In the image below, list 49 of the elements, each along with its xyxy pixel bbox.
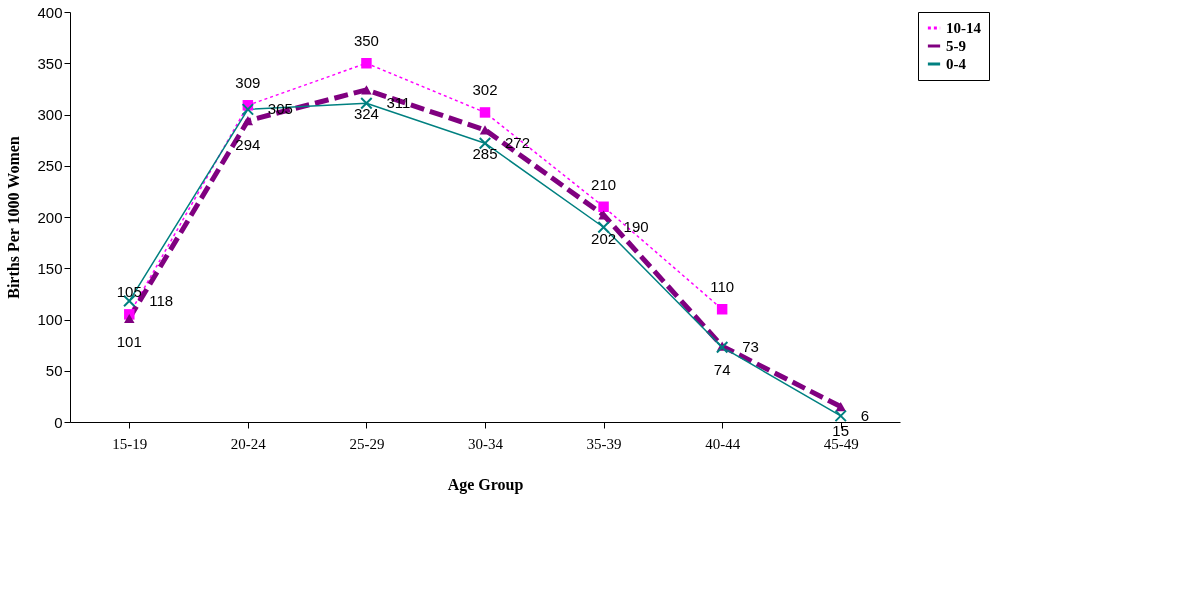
point bbox=[716, 304, 728, 315]
x-tick-label: 30-34 bbox=[468, 435, 504, 452]
point bbox=[124, 313, 135, 324]
data-label: 324 bbox=[353, 104, 379, 122]
x-tick-label: 35-39 bbox=[586, 435, 622, 452]
data-label: 6 bbox=[860, 406, 870, 424]
data-label: 110 bbox=[710, 278, 735, 296]
y-tick-label: 50 bbox=[45, 362, 63, 380]
point bbox=[360, 96, 373, 110]
y-tick-label: 0 bbox=[54, 413, 63, 431]
point bbox=[597, 221, 610, 234]
data-label: 74 bbox=[713, 361, 731, 379]
data-label: 294 bbox=[235, 135, 261, 153]
y-tick-label: 100 bbox=[37, 311, 63, 328]
y-tick-label: 200 bbox=[37, 208, 63, 226]
data-label: 350 bbox=[353, 32, 379, 50]
point bbox=[361, 85, 372, 95]
x-tick-label: 20-24 bbox=[230, 435, 267, 452]
point bbox=[361, 58, 372, 69]
data-label: 302 bbox=[472, 81, 498, 99]
x-tick-label: 15-19 bbox=[112, 435, 148, 452]
point bbox=[479, 107, 491, 118]
x-axis-title: Age Group bbox=[447, 475, 524, 494]
point bbox=[241, 103, 255, 116]
data-label: 118 bbox=[149, 292, 174, 310]
x-tick-label: 25-29 bbox=[349, 435, 385, 452]
point bbox=[242, 116, 254, 126]
data-label: 210 bbox=[591, 175, 617, 193]
point bbox=[598, 201, 609, 212]
legend-label: 0-4 bbox=[946, 56, 967, 72]
y-tick-label: 150 bbox=[37, 259, 63, 277]
y-tick-label: 400 bbox=[37, 3, 63, 21]
point bbox=[834, 409, 847, 423]
y-tick-label: 350 bbox=[37, 54, 63, 72]
data-label: 101 bbox=[116, 333, 142, 351]
data-label: 309 bbox=[235, 74, 261, 92]
legend-label: 10-14 bbox=[946, 20, 982, 36]
point bbox=[478, 136, 492, 150]
data-label: 272 bbox=[505, 134, 531, 152]
data-label: 73 bbox=[742, 338, 759, 356]
x-tick-label: 40-44 bbox=[705, 435, 741, 452]
legend-label: 5-9 bbox=[946, 38, 966, 54]
y-axis-title: Births Per 1000 Women bbox=[5, 136, 23, 299]
data-label: 190 bbox=[623, 218, 649, 236]
point bbox=[835, 402, 846, 412]
y-tick-label: 300 bbox=[37, 106, 63, 123]
data-label: 285 bbox=[472, 144, 498, 162]
y-tick-label: 250 bbox=[37, 157, 63, 175]
data-label: 202 bbox=[591, 229, 617, 247]
